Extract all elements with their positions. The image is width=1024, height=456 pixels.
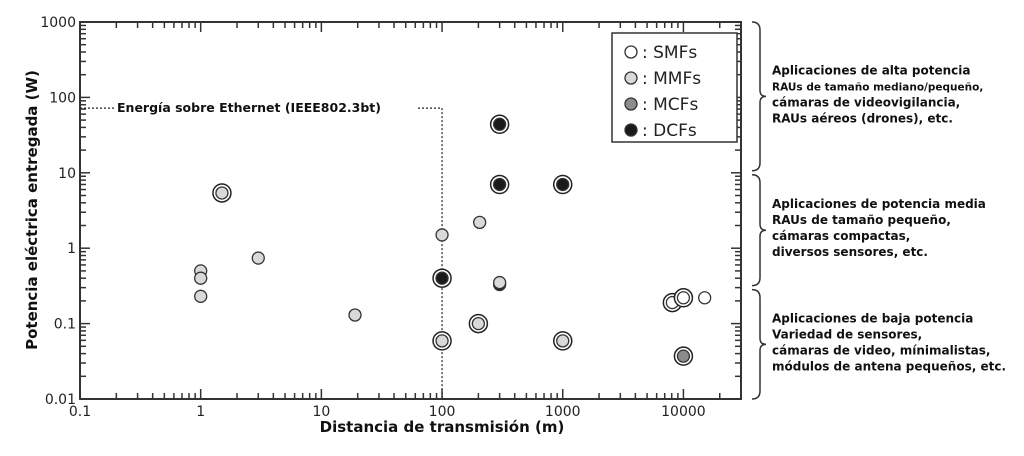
data-point-mmf	[212, 183, 232, 203]
data-point-smf	[673, 288, 694, 308]
data-point-mmf	[251, 251, 265, 265]
data-point-mmf	[348, 308, 362, 322]
y-tick-label: 1	[67, 241, 76, 257]
y-tick-label: 10	[58, 166, 76, 182]
poe-annotation-label: Energía sobre Ethernet (IEEE802.3bt)	[117, 100, 381, 115]
point-marker	[556, 334, 570, 348]
legend-label-dcf: : DCFs	[642, 121, 697, 141]
side-panel-line: cámaras compactas,	[772, 229, 910, 243]
x-tick-label: 1000	[545, 404, 581, 420]
x-tick-label: 0.1	[69, 404, 91, 420]
y-tick-label: 0.01	[45, 392, 76, 408]
data-point-mmf	[473, 215, 487, 230]
data-point-mmf	[468, 313, 489, 334]
point-marker	[492, 117, 507, 131]
point-marker	[698, 291, 712, 305]
x-tick-label: 10000	[661, 404, 706, 420]
point-marker	[492, 275, 507, 290]
point-marker	[471, 316, 486, 331]
y-tick-label: 0.1	[54, 317, 76, 333]
legend-label-mcf: : MCFs	[642, 95, 698, 115]
data-point-smf	[698, 291, 712, 305]
data-point-mcf	[673, 346, 694, 366]
point-marker	[473, 215, 487, 230]
side-panel-line: Variedad de sensores,	[772, 327, 922, 341]
legend: : SMFs : MMFs : MCFs : DCFs	[611, 32, 738, 143]
side-panel-line: RAUs de tamaño pequeño,	[772, 213, 951, 227]
data-point-mmf	[194, 271, 208, 285]
side-panels: Aplicaciones de alta potencia RAUs de tam…	[751, 21, 1006, 400]
data-point-dcf	[552, 174, 573, 195]
point-marker	[435, 334, 449, 348]
y-tick-label: 100	[49, 90, 76, 106]
point-marker	[194, 271, 208, 285]
side-panel-line: Aplicaciones de potencia media	[772, 197, 986, 211]
side-panel-line: Aplicaciones de baja potencia	[772, 311, 973, 325]
legend-label-mmf: : MMFs	[642, 69, 701, 89]
side-panel-line: cámaras de video, mínimalistas,	[772, 343, 990, 357]
legend-marker-mcf	[624, 97, 638, 111]
point-marker	[215, 186, 229, 200]
data-point-mmf	[435, 228, 449, 242]
side-panel-line: módulos de antena pequeños, etc.	[772, 359, 1006, 373]
data-point-mmf	[492, 275, 507, 290]
side-panel-line: RAUs de tamaño mediano/pequeño,	[772, 81, 983, 93]
side-panel-line: cámaras de videovigilancia,	[772, 95, 960, 109]
data-points	[194, 114, 712, 366]
legend-marker-dcf	[624, 123, 638, 137]
data-point-dcf	[489, 114, 510, 135]
plot-frame	[79, 21, 742, 400]
data-point-mmf	[194, 289, 208, 303]
x-tick-label: 10	[312, 404, 330, 420]
point-marker	[676, 291, 691, 305]
point-marker	[194, 289, 208, 303]
x-tick-label: 1	[196, 404, 205, 420]
brace	[751, 288, 767, 400]
point-marker	[492, 177, 507, 192]
point-marker	[435, 228, 449, 242]
legend-marker-mmf	[624, 71, 638, 85]
side-panel-line: diversos sensores, etc.	[772, 245, 928, 259]
side-panel-line: Aplicaciones de alta potencia	[772, 63, 971, 77]
x-tick-label: 100	[429, 404, 456, 420]
point-marker	[556, 177, 570, 192]
data-point-dcf	[432, 268, 452, 288]
point-marker	[251, 251, 265, 265]
brace	[751, 21, 767, 172]
legend-marker-smf	[624, 45, 638, 59]
data-point-dcf	[489, 174, 510, 195]
y-axis-label: Potencia eléctrica entregada (W)	[23, 70, 41, 350]
brace	[751, 174, 767, 287]
data-point-mmf	[552, 331, 573, 351]
point-marker	[348, 308, 362, 322]
x-axis-label: Distancia de transmisión (m)	[320, 418, 565, 436]
point-marker	[676, 349, 691, 363]
point-marker	[435, 271, 449, 285]
side-panel-line: RAUs aéreos (drones), etc.	[772, 111, 953, 125]
y-tick-label: 1000	[40, 15, 76, 31]
legend-label-smf: : SMFs	[642, 43, 697, 63]
data-point-mmf	[432, 331, 452, 351]
